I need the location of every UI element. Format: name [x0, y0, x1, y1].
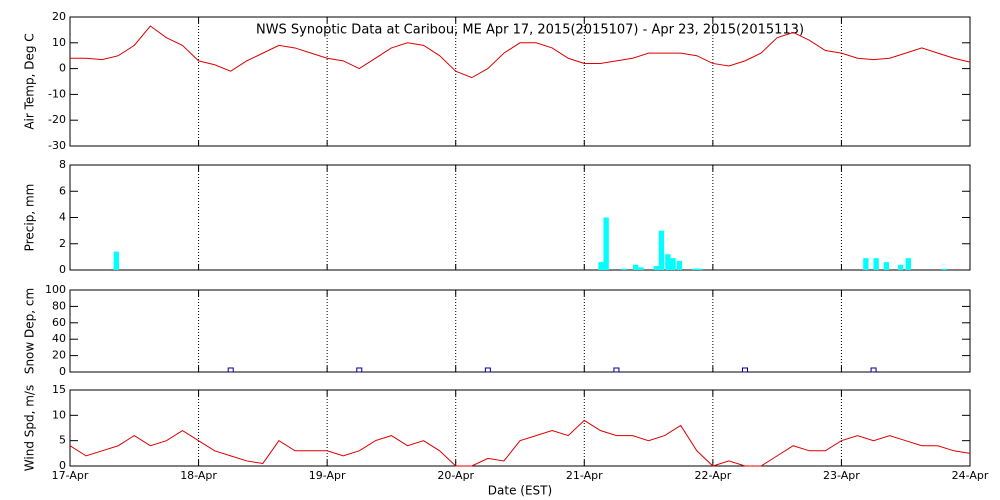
y-axis-label: Snow Dep, cm: [23, 288, 37, 374]
bar: [941, 268, 947, 270]
y-tick-label: 0: [59, 62, 66, 75]
x-tick-label: 24-Apr: [952, 469, 989, 482]
plot-frame: [69, 16, 971, 147]
bar: [863, 258, 869, 270]
marker: [484, 367, 491, 373]
y-tick-label: 15: [52, 383, 66, 396]
y-tick-label: 10: [52, 408, 66, 421]
bar: [883, 262, 890, 270]
x-tick-label: 18-Apr: [180, 469, 217, 482]
bar: [665, 254, 671, 270]
y-axis-label: Air Temp, Deg C: [23, 33, 37, 129]
bar: [603, 217, 609, 270]
data-line: [70, 25, 971, 79]
y-tick-label: 60: [52, 316, 66, 329]
marker: [613, 367, 620, 373]
bar: [621, 268, 627, 270]
y-tick-label: 20: [52, 349, 66, 362]
plot-frame: [69, 164, 971, 271]
bar: [638, 267, 644, 270]
y-tick-label: 40: [52, 332, 66, 345]
x-tick-label: 20-Apr: [437, 469, 474, 482]
x-tick-label: 23-Apr: [823, 469, 860, 482]
y-tick-label: -30: [48, 139, 66, 152]
plot-frame: [69, 389, 971, 467]
x-tick-label: 21-Apr: [566, 469, 603, 482]
x-tick-label: 19-Apr: [309, 469, 346, 482]
y-tick-label: 100: [45, 283, 66, 296]
y-tick-label: 20: [52, 10, 66, 23]
plot-frame: [69, 289, 971, 373]
y-tick-label: 4: [59, 211, 66, 224]
y-tick-label: 0: [59, 263, 66, 276]
bar: [692, 268, 698, 270]
x-tick-label: 22-Apr: [694, 469, 731, 482]
y-axis-label: Precip, mm: [23, 184, 37, 252]
bar: [905, 258, 911, 270]
y-tick-label: 0: [59, 459, 66, 472]
y-tick-label: 8: [59, 158, 66, 171]
bar: [676, 260, 683, 270]
bar: [697, 268, 703, 270]
bar: [633, 264, 639, 270]
y-tick-label: 10: [52, 36, 66, 49]
bar: [670, 258, 676, 270]
bar: [653, 266, 659, 270]
y-tick-label: 2: [59, 237, 66, 250]
y-tick-label: -20: [48, 113, 66, 126]
bar: [658, 230, 665, 270]
marker: [227, 367, 234, 373]
bar: [897, 264, 904, 270]
bar: [113, 251, 119, 270]
marker: [742, 367, 748, 373]
y-tick-label: 0: [59, 365, 66, 378]
x-tick-label: 17-Apr: [52, 469, 89, 482]
y-tick-label: 80: [52, 299, 66, 312]
marker: [870, 367, 877, 373]
y-tick-label: -10: [48, 87, 66, 100]
y-axis-label: Wind Spd, m/s: [23, 385, 37, 471]
chart-title: NWS Synoptic Data at Caribou, ME Apr 17,…: [256, 23, 804, 38]
data-line: [69, 419, 971, 467]
bar: [873, 258, 879, 270]
x-axis-label: Date (EST): [488, 484, 552, 498]
marker: [356, 367, 363, 373]
bar: [598, 262, 604, 270]
y-tick-label: 6: [59, 184, 66, 197]
y-tick-label: 5: [59, 434, 66, 447]
